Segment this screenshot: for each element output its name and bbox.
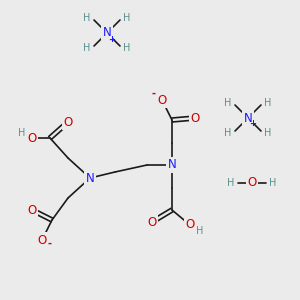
Text: N: N: [85, 172, 94, 184]
Text: H: H: [196, 226, 204, 236]
Text: H: H: [83, 13, 91, 23]
Text: +: +: [250, 119, 256, 128]
Text: O: O: [27, 203, 37, 217]
Text: H: H: [224, 98, 232, 108]
Text: O: O: [27, 131, 37, 145]
Text: H: H: [264, 128, 272, 138]
Text: O: O: [147, 215, 157, 229]
Text: H: H: [123, 43, 131, 53]
Text: H: H: [224, 128, 232, 138]
Text: N: N: [103, 26, 111, 40]
Text: +: +: [109, 34, 116, 43]
Text: O: O: [63, 116, 73, 128]
Text: O: O: [190, 112, 200, 124]
Text: H: H: [264, 98, 272, 108]
Text: H: H: [227, 178, 235, 188]
Text: O: O: [38, 233, 46, 247]
Text: N: N: [244, 112, 252, 124]
Text: -: -: [152, 89, 156, 99]
Text: H: H: [123, 13, 131, 23]
Text: H: H: [269, 178, 277, 188]
Text: H: H: [83, 43, 91, 53]
Text: O: O: [248, 176, 256, 190]
Text: O: O: [185, 218, 195, 232]
Text: H: H: [18, 128, 26, 138]
Text: -: -: [47, 239, 51, 249]
Text: N: N: [168, 158, 176, 172]
Text: O: O: [158, 94, 166, 106]
